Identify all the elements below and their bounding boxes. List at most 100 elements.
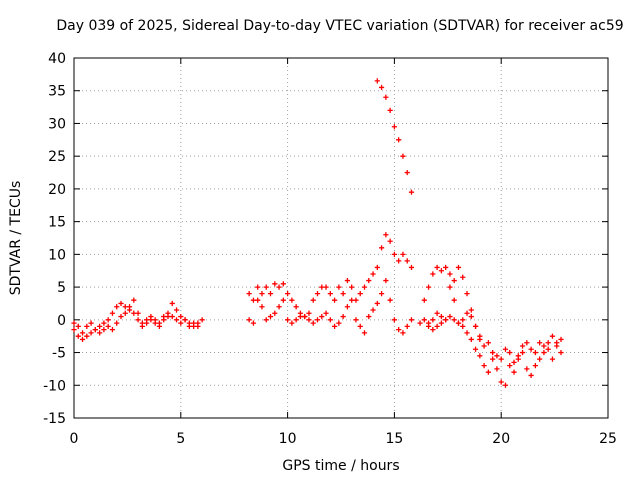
data-point	[528, 346, 534, 352]
data-point	[400, 153, 406, 159]
data-point	[537, 356, 543, 362]
y-tick-label: 10	[48, 247, 66, 263]
data-point	[374, 264, 380, 271]
data-point	[79, 336, 86, 343]
data-point	[114, 304, 120, 310]
data-point	[374, 300, 380, 307]
data-point	[485, 340, 491, 346]
data-point	[387, 107, 393, 113]
data-point	[276, 284, 282, 290]
data-point	[387, 297, 393, 303]
series-track-h	[425, 284, 483, 339]
chart-title: Day 039 of 2025, Sidereal Day-to-day VTE…	[56, 18, 623, 34]
data-point	[186, 323, 192, 329]
data-point	[344, 277, 351, 284]
y-tick-label: -10	[43, 378, 66, 394]
data-point	[357, 291, 363, 297]
data-point	[396, 137, 402, 143]
data-point	[195, 323, 201, 329]
data-point	[511, 359, 517, 365]
data-point	[430, 271, 436, 277]
data-point	[84, 333, 90, 339]
data-point	[361, 284, 368, 290]
data-point	[114, 320, 120, 326]
series-track-c	[246, 232, 415, 320]
data-point	[460, 274, 466, 280]
data-point	[148, 317, 154, 323]
data-point	[545, 346, 551, 352]
x-axis-label: GPS time / hours	[282, 458, 399, 474]
data-point	[327, 317, 333, 323]
data-point	[285, 291, 291, 297]
axis-ticks	[73, 57, 609, 419]
data-point	[370, 271, 376, 277]
data-point	[340, 291, 346, 297]
data-point	[507, 363, 513, 369]
data-point	[447, 313, 453, 320]
data-point	[323, 310, 329, 316]
data-point	[524, 366, 530, 372]
data-point	[511, 369, 517, 375]
data-point	[97, 323, 103, 329]
data-point	[169, 313, 175, 320]
data-point	[515, 353, 521, 359]
data-point	[344, 304, 351, 310]
data-point	[541, 349, 547, 356]
data-point	[280, 297, 286, 303]
series-track-a	[71, 297, 205, 339]
data-point	[502, 346, 509, 352]
data-point	[468, 336, 474, 343]
y-tick-label: 30	[48, 116, 66, 132]
data-point	[191, 320, 197, 326]
data-point	[272, 281, 278, 287]
data-point	[490, 356, 496, 362]
data-point	[438, 320, 444, 326]
y-tick-label: 0	[57, 313, 66, 329]
data-point	[323, 284, 329, 290]
data-point	[396, 327, 402, 333]
data-point	[349, 284, 355, 290]
data-point	[502, 382, 509, 388]
data-point	[451, 297, 457, 303]
data-point	[438, 268, 444, 274]
data-point	[109, 310, 116, 316]
data-point	[434, 264, 440, 271]
data-point	[88, 330, 94, 336]
data-point	[289, 297, 295, 303]
data-point	[118, 300, 124, 307]
y-tick-label: 5	[57, 280, 66, 296]
y-tick-label: 40	[48, 51, 66, 67]
data-point	[490, 349, 496, 356]
data-point	[340, 313, 346, 320]
data-point	[443, 264, 449, 271]
plot-frame	[73, 57, 609, 419]
data-point	[122, 310, 128, 316]
data-point	[519, 343, 526, 349]
data-point	[387, 238, 393, 244]
data-point	[408, 189, 415, 195]
data-point	[391, 317, 397, 323]
data-point	[455, 264, 462, 271]
data-point	[126, 304, 133, 310]
data-point	[250, 320, 257, 326]
data-point	[455, 320, 462, 326]
data-point	[464, 291, 470, 297]
data-point	[528, 372, 534, 379]
data-point	[549, 333, 556, 339]
data-point	[374, 78, 380, 84]
data-point	[558, 349, 564, 356]
data-point	[267, 313, 274, 320]
data-point	[105, 323, 111, 329]
data-point	[477, 353, 483, 359]
y-axis-label: SDTVAR / TECUs	[8, 181, 24, 296]
data-point	[532, 363, 538, 369]
data-point	[75, 333, 81, 339]
data-point	[391, 251, 397, 257]
y-tick-label: -5	[52, 346, 66, 362]
data-point	[383, 277, 389, 284]
data-point	[293, 304, 299, 310]
data-point	[554, 340, 560, 346]
data-point	[464, 330, 470, 336]
data-point	[494, 366, 500, 372]
